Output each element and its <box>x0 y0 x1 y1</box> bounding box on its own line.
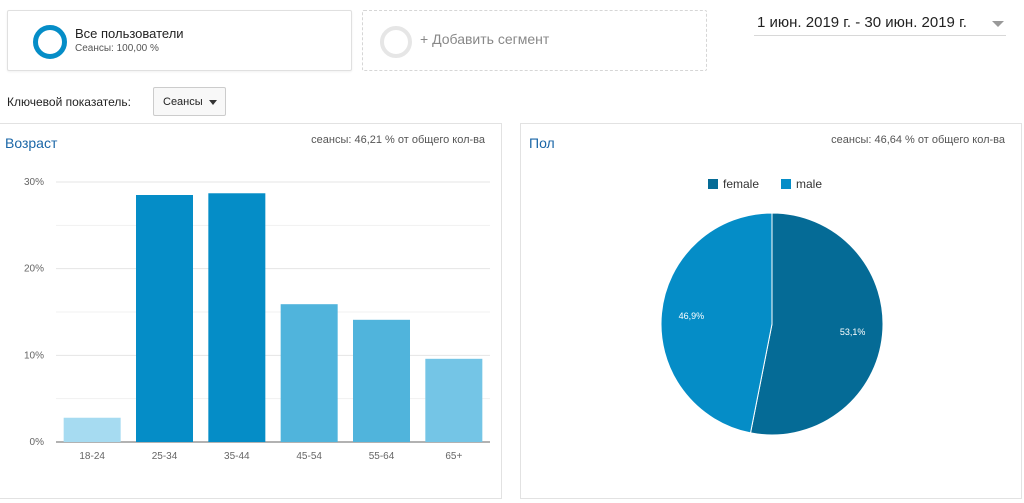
legend-swatch <box>781 179 791 189</box>
segment-card-all-users[interactable]: Все пользователи Сеансы: 100,00 % <box>7 10 352 71</box>
add-segment-button[interactable]: + Добавить сегмент <box>362 10 707 71</box>
gender-panel-note: сеансы: 46,64 % от общего кол-ва <box>831 134 1005 146</box>
x-tick-label: 55-64 <box>369 451 395 462</box>
bar-25-34[interactable] <box>136 195 193 442</box>
x-tick-label: 18-24 <box>79 451 105 462</box>
key-metric-label: Ключевой показатель: <box>7 95 131 109</box>
y-tick-label: 0% <box>30 437 45 448</box>
age-bar-chart: 0% 10% 20% 30% 18-24 25-34 35-44 45-54 55-64 65+ <box>24 177 490 462</box>
x-tick-label: 35-44 <box>224 451 250 462</box>
bar-65+[interactable] <box>425 358 483 442</box>
legend-label: female <box>723 177 759 191</box>
legend-swatch <box>708 179 718 189</box>
bar-35-44[interactable] <box>208 193 266 442</box>
date-range-picker[interactable]: 1 июн. 2019 г. - 30 июн. 2019 г. <box>754 12 1006 36</box>
legend-item-female[interactable]: female <box>708 177 759 191</box>
legend-item-male[interactable]: male <box>781 177 822 191</box>
pie-slice-male[interactable] <box>660 212 773 434</box>
add-segment-label: + Добавить сегмент <box>420 31 550 47</box>
bar-45-54[interactable] <box>280 304 338 442</box>
x-tick-label: 25-34 <box>152 451 178 462</box>
pie-slice-label: 46,9% <box>679 311 705 321</box>
chevron-down-icon <box>992 21 1004 27</box>
segment-subtitle: Сеансы: 100,00 % <box>75 43 159 54</box>
date-range-label: 1 июн. 2019 г. - 30 июн. 2019 г. <box>757 14 967 31</box>
key-metric-select[interactable]: Сеансы <box>153 87 226 116</box>
bar-55-64[interactable] <box>353 319 410 442</box>
gender-panel: Пол сеансы: 46,64 % от общего кол-ва fem… <box>520 123 1022 499</box>
dropdown-caret-icon <box>209 100 217 105</box>
legend-label: male <box>796 177 822 191</box>
segment-title: Все пользователи <box>75 26 184 41</box>
key-metric-value: Сеансы <box>163 96 203 108</box>
y-tick-label: 20% <box>24 264 44 275</box>
x-tick-label: 45-54 <box>296 451 322 462</box>
age-panel: Возраст сеансы: 46,21 % от общего кол-ва… <box>0 123 502 499</box>
x-tick-label: 65+ <box>445 451 462 462</box>
pie-slice-female[interactable] <box>749 212 884 436</box>
pie-slice-label: 53,1% <box>840 327 866 337</box>
age-panel-title: Возраст <box>5 135 58 151</box>
gender-pie-chart: female male 53,1% 46,9% <box>660 177 884 436</box>
bar-18-24[interactable] <box>63 417 121 442</box>
y-tick-label: 30% <box>24 177 44 188</box>
empty-segment-ring-icon <box>380 26 412 58</box>
age-panel-note: сеансы: 46,21 % от общего кол-ва <box>311 134 485 146</box>
gender-panel-title: Пол <box>529 135 555 151</box>
segment-ring-icon <box>33 25 67 59</box>
y-tick-label: 10% <box>24 350 44 361</box>
